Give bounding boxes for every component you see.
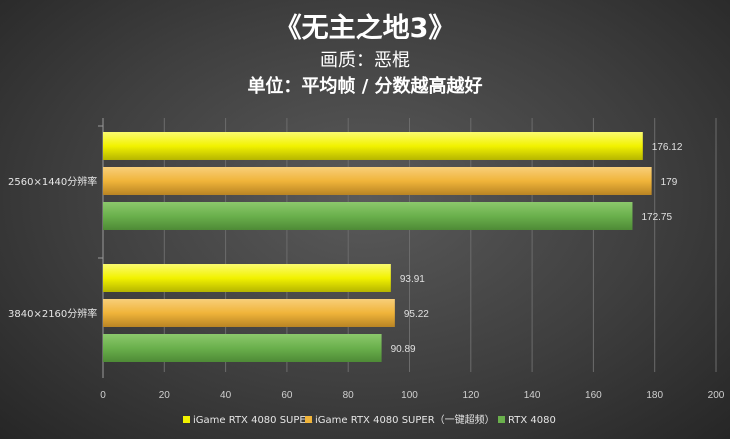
x-tick-label: 80 xyxy=(343,390,355,401)
chart-subtitle-unit: 单位：平均帧 / 分数越高越好 xyxy=(247,76,483,97)
chart-title: 《无主之地3》 xyxy=(274,13,456,44)
x-axis-ticks: 0 20 40 60 80 100 120 140 160 180 200 xyxy=(100,390,725,401)
bar xyxy=(103,264,391,292)
bars xyxy=(103,132,652,362)
bar xyxy=(103,334,382,362)
chart-subtitle-quality: 画质：恶棍 xyxy=(320,50,410,71)
category-label: 2560×1440分辨率 xyxy=(8,175,97,188)
bar xyxy=(103,167,652,195)
x-tick-label: 160 xyxy=(585,390,602,401)
x-tick-label: 0 xyxy=(100,390,106,401)
data-label: 90.89 xyxy=(391,344,416,355)
data-label: 95.22 xyxy=(404,309,429,320)
legend-swatch xyxy=(183,416,190,423)
bar xyxy=(103,299,395,327)
legend-label: iGame RTX 4080 SUPER xyxy=(193,415,313,426)
x-tick-label: 40 xyxy=(220,390,232,401)
legend-label: RTX 4080 xyxy=(508,415,556,426)
x-tick-label: 60 xyxy=(281,390,293,401)
y-axis-categories: 2560×1440分辨率 3840×2160分辨率 xyxy=(8,175,97,320)
category-label: 3840×2160分辨率 xyxy=(8,307,97,320)
legend-label: iGame RTX 4080 SUPER（一键超频） xyxy=(315,413,495,426)
legend-swatch xyxy=(305,416,312,423)
x-tick-label: 100 xyxy=(401,390,418,401)
data-label: 93.91 xyxy=(400,274,425,285)
data-labels: 176.12 179 172.75 93.91 95.22 90.89 xyxy=(391,142,683,355)
data-label: 172.75 xyxy=(641,212,672,223)
legend-swatch xyxy=(498,416,505,423)
bar xyxy=(103,132,643,160)
x-tick-label: 200 xyxy=(708,390,725,401)
x-tick-label: 180 xyxy=(646,390,663,401)
data-label: 179 xyxy=(661,177,678,188)
x-tick-label: 140 xyxy=(524,390,541,401)
x-tick-label: 120 xyxy=(462,390,479,401)
bar xyxy=(103,202,633,230)
data-label: 176.12 xyxy=(652,142,683,153)
legend: iGame RTX 4080 SUPER iGame RTX 4080 SUPER… xyxy=(183,413,556,426)
x-tick-label: 20 xyxy=(159,390,171,401)
